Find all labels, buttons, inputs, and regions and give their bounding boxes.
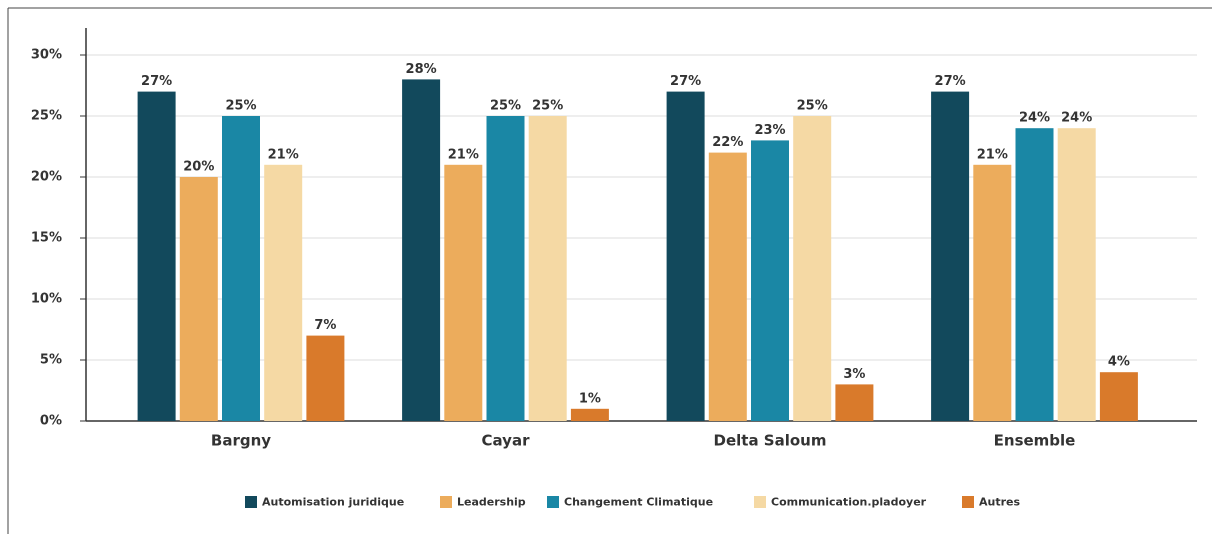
y-tick-label: 5% <box>40 353 62 368</box>
value-label: 27% <box>935 74 966 89</box>
x-tick-label: Delta Saloum <box>714 432 827 450</box>
value-label: 27% <box>670 74 701 89</box>
value-label: 1% <box>579 391 601 406</box>
value-label: 3% <box>843 367 865 382</box>
value-label: 25% <box>225 99 256 114</box>
bar <box>751 140 789 421</box>
bar <box>528 116 567 421</box>
value-label: 7% <box>314 318 336 333</box>
value-label: 20% <box>183 160 214 175</box>
bar <box>1057 128 1096 421</box>
y-tick-label: 30% <box>31 48 62 63</box>
bar <box>402 79 441 422</box>
value-label: 27% <box>141 74 172 89</box>
bar <box>179 177 218 421</box>
bar <box>931 91 970 421</box>
value-label: 21% <box>448 147 479 162</box>
value-label: 22% <box>712 135 743 150</box>
x-tick-label: Cayar <box>482 432 531 450</box>
x-tick-label: Ensemble <box>994 432 1076 450</box>
bar <box>570 408 609 421</box>
bar <box>973 164 1012 422</box>
value-label: 23% <box>754 123 785 138</box>
bar <box>666 91 705 421</box>
value-label: 21% <box>977 147 1008 162</box>
bar <box>835 384 874 421</box>
bar <box>444 164 483 422</box>
bar <box>137 91 176 421</box>
value-label: 25% <box>490 99 521 114</box>
legend-swatch <box>547 496 559 508</box>
legend-label: Communication.pladoyer <box>771 496 927 509</box>
legend-swatch <box>754 496 766 508</box>
legend-label: Leadership <box>457 496 526 509</box>
value-label: 28% <box>406 62 437 77</box>
bar <box>793 116 832 421</box>
legend-swatch <box>440 496 452 508</box>
bar <box>708 152 747 421</box>
bar <box>264 164 303 422</box>
value-label: 21% <box>268 147 299 162</box>
bar <box>1015 128 1054 421</box>
legend-label: Autres <box>979 496 1020 509</box>
x-tick-label: Bargny <box>211 432 271 450</box>
bar <box>222 116 260 421</box>
y-tick-label: 20% <box>31 170 62 185</box>
bar <box>486 116 525 421</box>
value-label: 24% <box>1061 111 1092 126</box>
legend-label: Automisation juridique <box>262 496 404 509</box>
y-tick-label: 0% <box>40 414 62 429</box>
value-label: 24% <box>1019 111 1050 126</box>
legend-swatch <box>245 496 257 508</box>
legend-label: Changement Climatique <box>564 496 713 509</box>
y-tick-label: 15% <box>31 231 62 246</box>
y-tick-label: 25% <box>31 109 62 124</box>
value-label: 25% <box>532 99 563 114</box>
bar <box>1099 372 1138 421</box>
value-label: 25% <box>797 99 828 114</box>
legend-swatch <box>962 496 974 508</box>
value-label: 4% <box>1108 355 1130 370</box>
bar <box>306 335 345 421</box>
y-tick-label: 10% <box>31 292 62 307</box>
